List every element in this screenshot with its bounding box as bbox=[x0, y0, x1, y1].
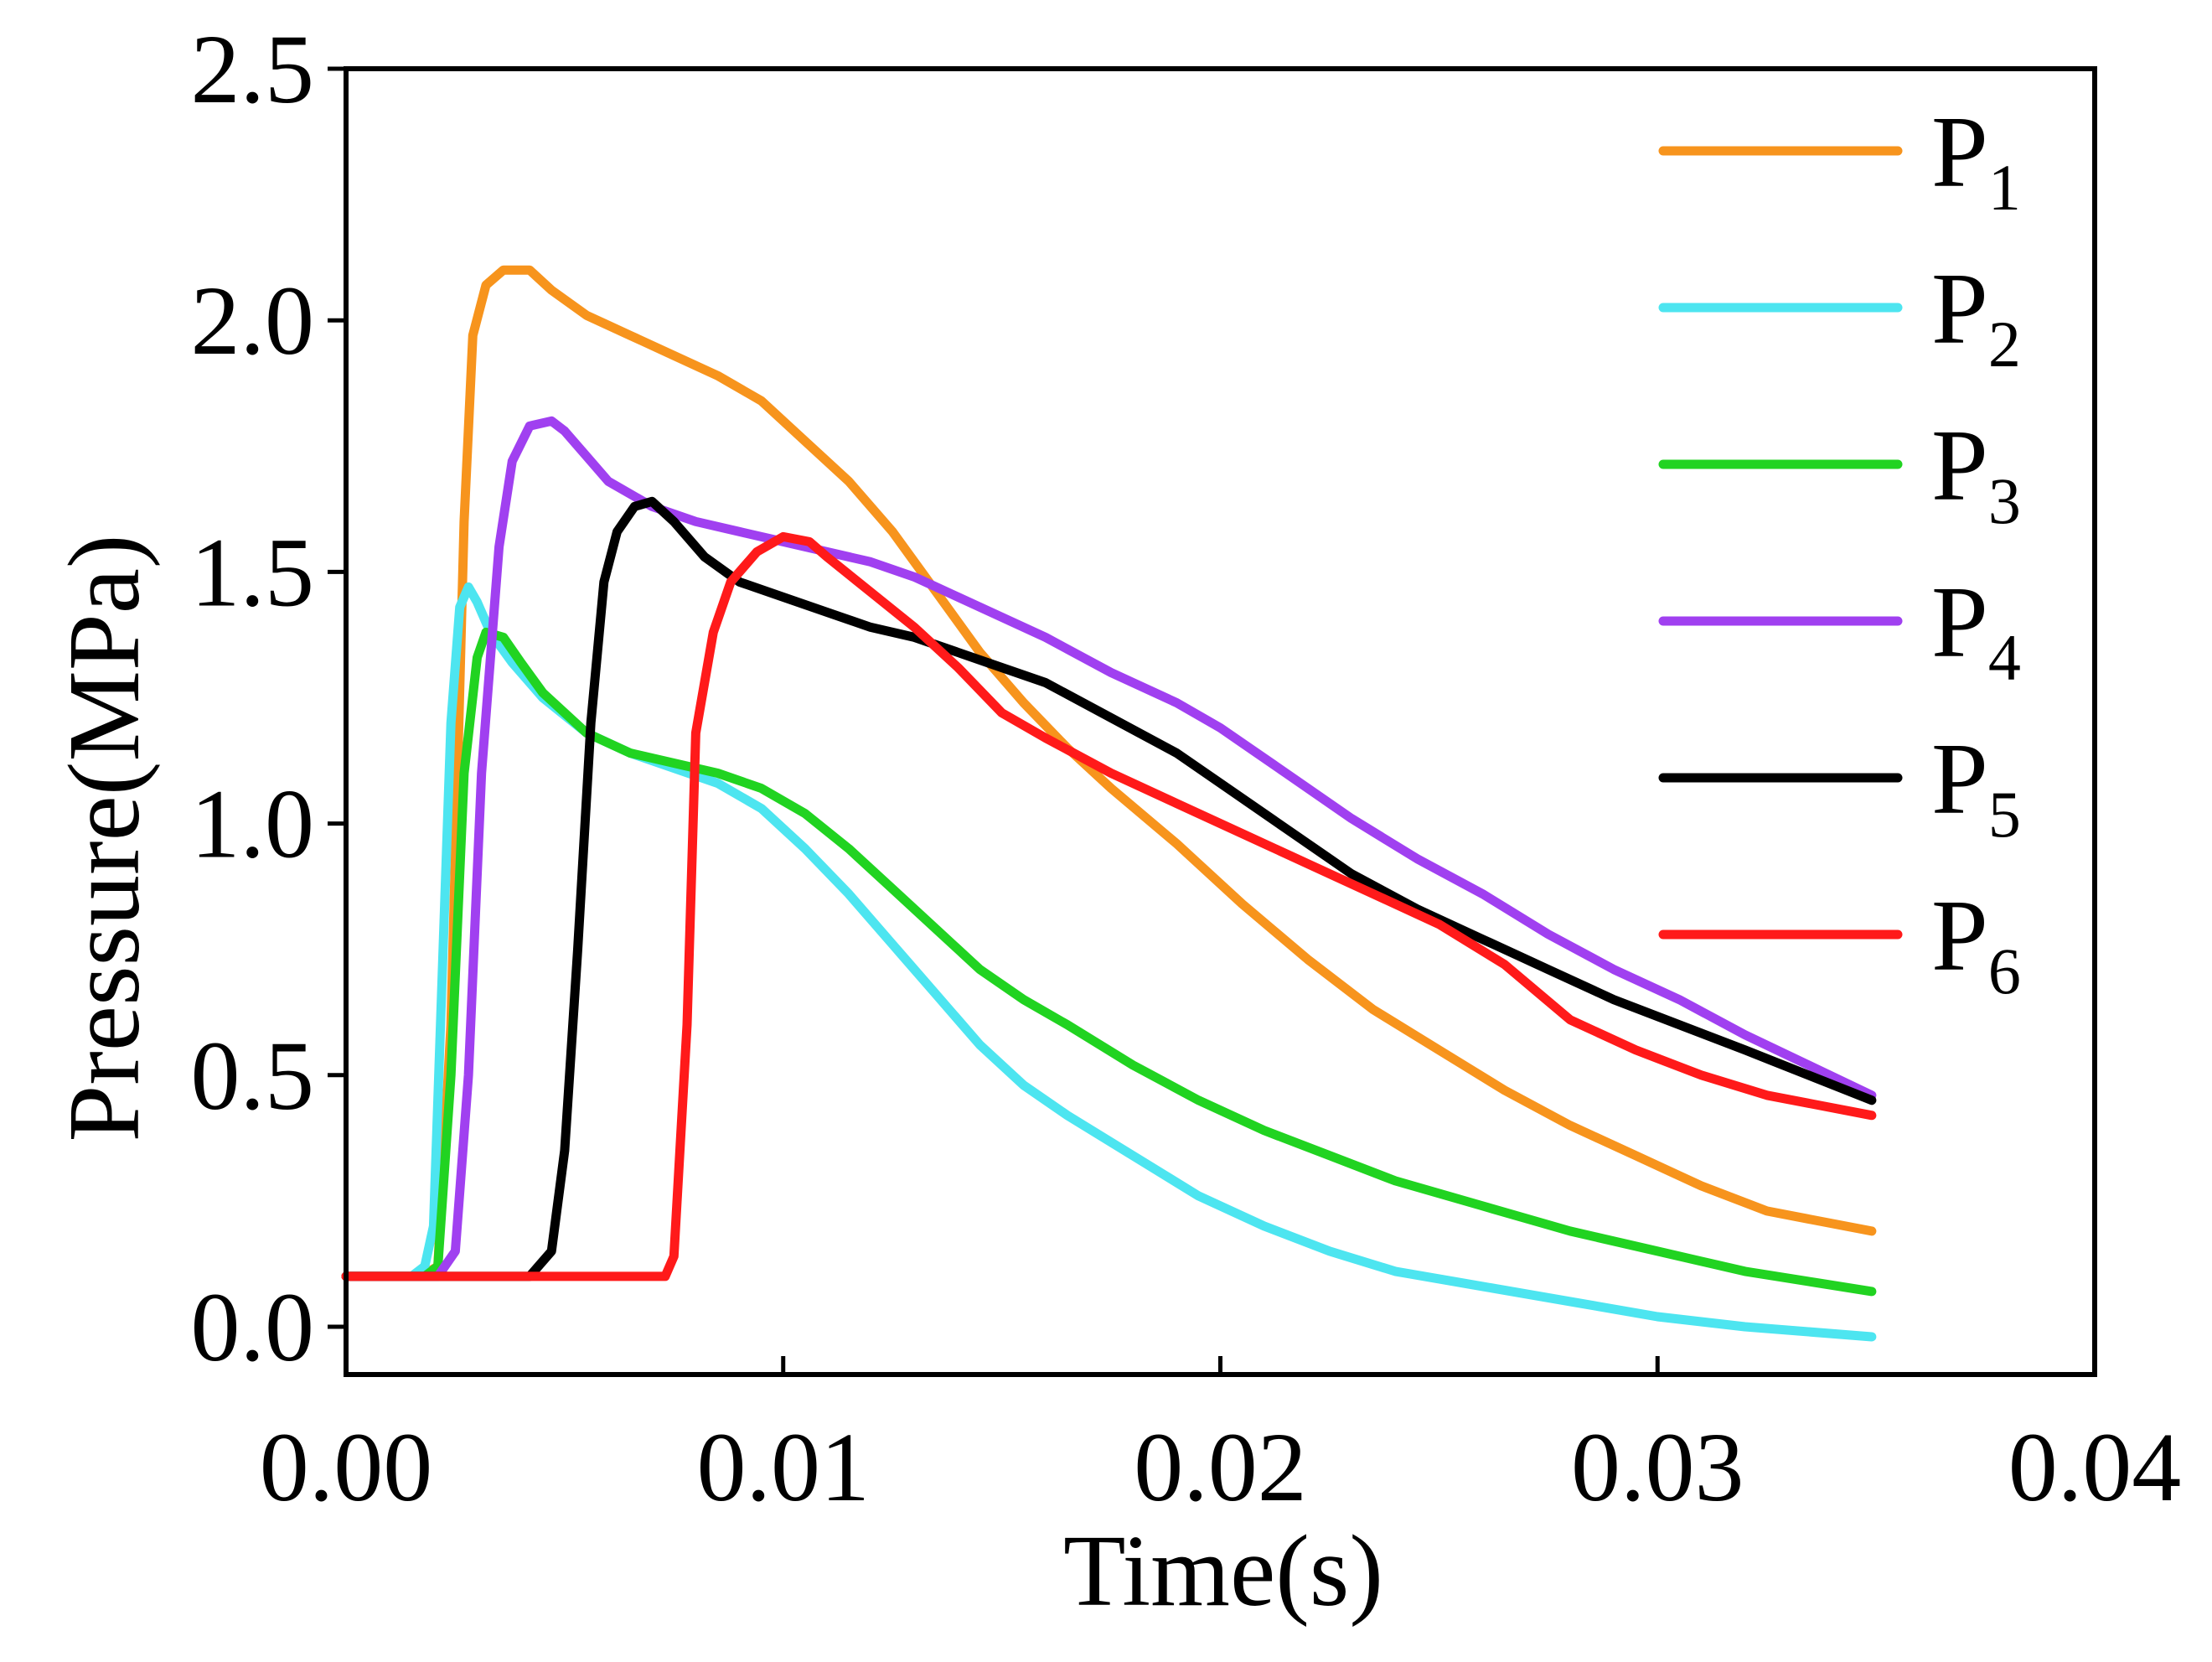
y-tick-label: 2.0 bbox=[191, 266, 315, 375]
legend-label-p3: P3 bbox=[1931, 409, 2021, 537]
x-tick-label: 0.00 bbox=[260, 1412, 433, 1522]
y-axis-title: Pressure(MPa) bbox=[48, 534, 161, 1142]
x-axis-title: Time(s) bbox=[1063, 1514, 1383, 1628]
series-line-p3 bbox=[341, 627, 1877, 1297]
x-tick-label: 0.02 bbox=[1134, 1412, 1307, 1522]
y-tick-label: 1.5 bbox=[191, 517, 315, 627]
legend-label-p2: P2 bbox=[1931, 252, 2021, 381]
x-tick-label: 0.03 bbox=[1571, 1412, 1744, 1522]
x-tick-label: 0.04 bbox=[2008, 1412, 2182, 1522]
series-line-p6 bbox=[341, 531, 1877, 1281]
y-tick-label: 0.5 bbox=[191, 1021, 315, 1131]
legend: P1 P2 P3 P4 P5 P6 bbox=[1658, 96, 2021, 1007]
series-line-p2 bbox=[341, 582, 1877, 1342]
y-tick-label: 1.0 bbox=[191, 769, 315, 879]
x-tick-label: 0.01 bbox=[697, 1412, 871, 1522]
series-line-p4 bbox=[341, 416, 1877, 1281]
y-tick-label: 0.0 bbox=[191, 1272, 315, 1382]
legend-label-p5: P5 bbox=[1931, 722, 2021, 851]
plot-frame bbox=[344, 66, 2097, 1377]
series-line-p5 bbox=[341, 496, 1877, 1281]
series-layer bbox=[341, 265, 1877, 1342]
y-tick-label: 2.5 bbox=[191, 14, 315, 124]
legend-label-p4: P4 bbox=[1931, 566, 2021, 694]
series-line-p1 bbox=[341, 265, 1877, 1281]
ticks-layer: 0.00 0.01 0.02 0.03 0.04 0.0 0.5 1.0 1.5 2.0 2.5 bbox=[191, 14, 2182, 1522]
legend-label-p1: P1 bbox=[1931, 96, 2021, 224]
legend-label-p6: P6 bbox=[1931, 879, 2021, 1007]
